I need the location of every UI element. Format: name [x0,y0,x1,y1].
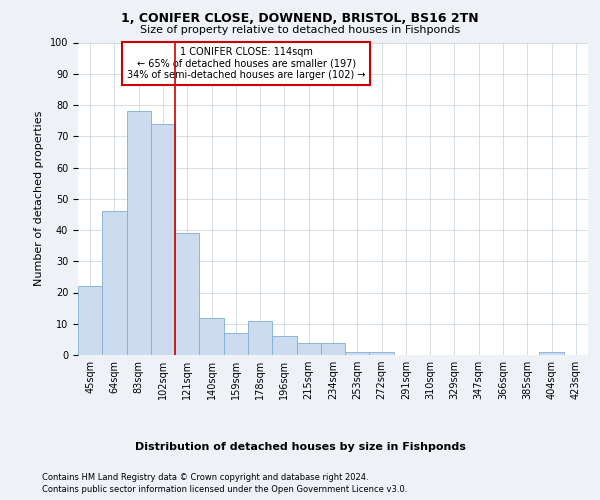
Bar [78,286,102,355]
Bar [102,211,127,355]
Bar [151,124,175,355]
Y-axis label: Number of detached properties: Number of detached properties [34,111,44,286]
Bar [370,352,394,355]
Text: Contains HM Land Registry data © Crown copyright and database right 2024.: Contains HM Land Registry data © Crown c… [42,472,368,482]
Bar [539,352,564,355]
Bar [248,320,272,355]
Text: 1 CONIFER CLOSE: 114sqm
← 65% of detached houses are smaller (197)
34% of semi-d: 1 CONIFER CLOSE: 114sqm ← 65% of detache… [127,47,365,80]
Text: Contains public sector information licensed under the Open Government Licence v3: Contains public sector information licen… [42,485,407,494]
Text: Distribution of detached houses by size in Fishponds: Distribution of detached houses by size … [134,442,466,452]
Bar [296,342,321,355]
Bar [345,352,370,355]
Text: Size of property relative to detached houses in Fishponds: Size of property relative to detached ho… [140,25,460,35]
Bar [321,342,345,355]
Text: 1, CONIFER CLOSE, DOWNEND, BRISTOL, BS16 2TN: 1, CONIFER CLOSE, DOWNEND, BRISTOL, BS16… [121,12,479,26]
Bar [127,112,151,355]
Bar [224,333,248,355]
Bar [272,336,296,355]
Bar [199,318,224,355]
Bar [175,233,199,355]
